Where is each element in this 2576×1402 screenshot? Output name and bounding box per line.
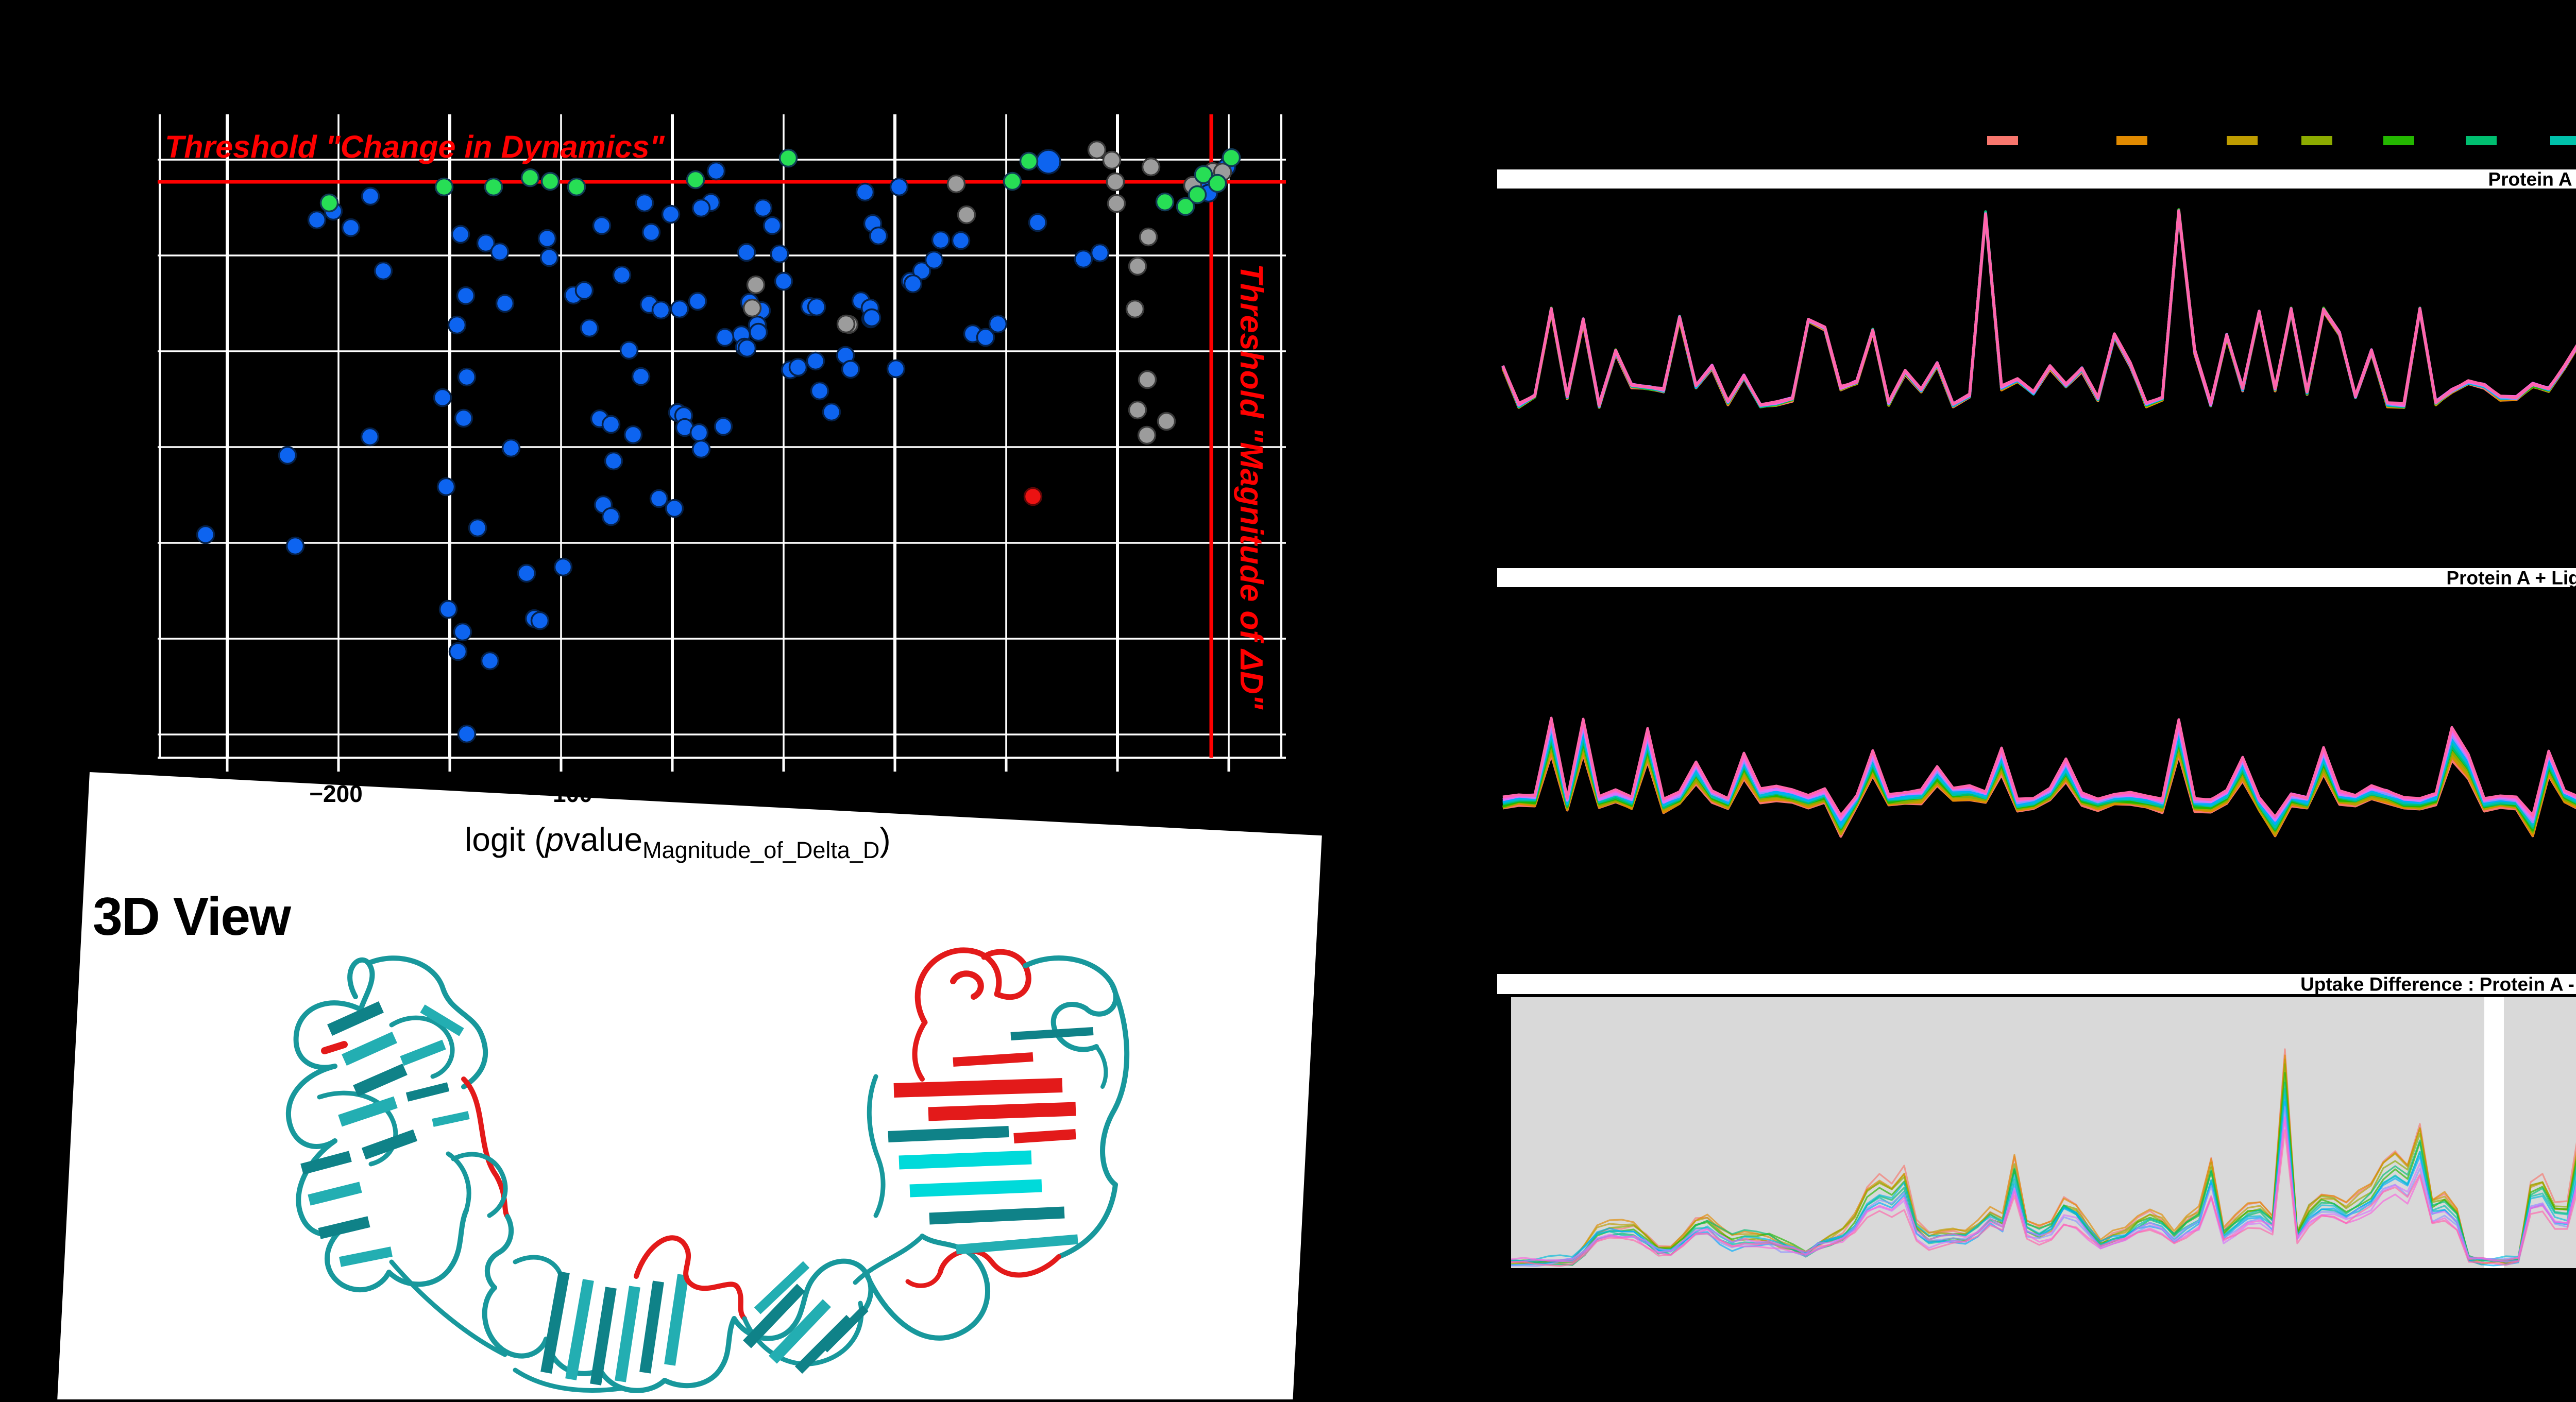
svg-text:Threshold "Magnitude of ΔD": Threshold "Magnitude of ΔD" xyxy=(1233,264,1269,710)
svg-text:Protein A: Protein A xyxy=(2488,169,2572,190)
svg-text:Protein A + Ligand: Protein A + Ligand xyxy=(2446,568,2576,589)
svg-text:Uptake Difference : Protein A: Uptake Difference : Protein A - (Protein… xyxy=(2300,974,2576,995)
svg-text:−100: −100 xyxy=(539,780,592,807)
svg-text:Threshold "Change in Dynamics": Threshold "Change in Dynamics" xyxy=(165,129,665,164)
svg-text:3D View: 3D View xyxy=(93,887,292,947)
svg-text:−200: −200 xyxy=(309,780,363,807)
